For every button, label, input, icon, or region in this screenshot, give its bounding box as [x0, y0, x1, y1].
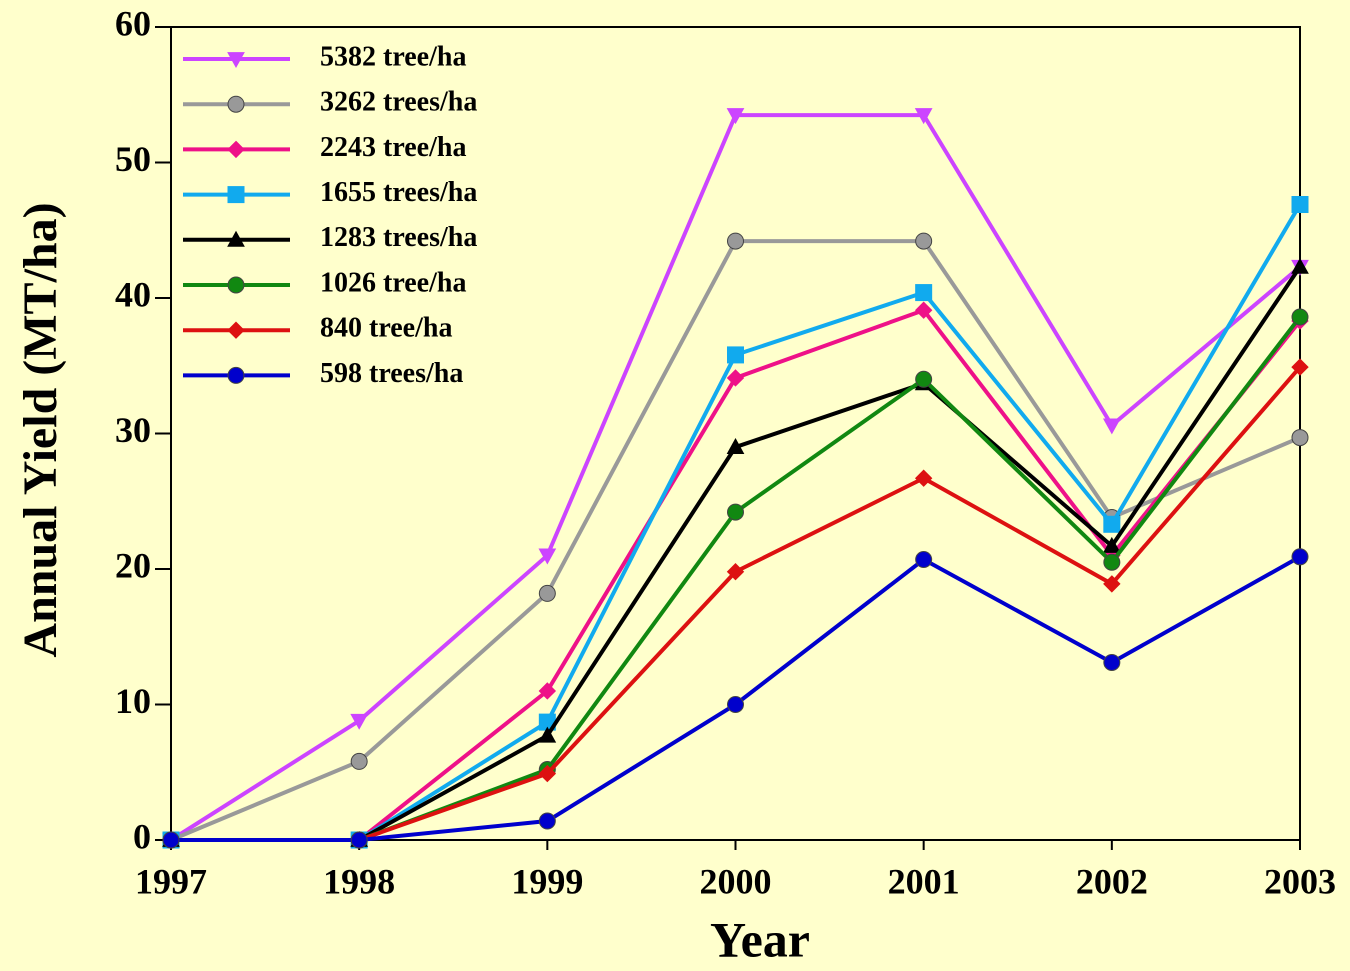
data-point [538, 812, 556, 830]
data-point [1291, 429, 1309, 447]
data-point [538, 584, 556, 602]
legend-label: 1283 trees/ha [320, 222, 477, 253]
data-point [727, 696, 744, 713]
legend-label: 598 trees/ha [320, 358, 463, 389]
data-point [162, 831, 180, 849]
data-point [915, 232, 933, 250]
y-tick-label: 40 [115, 274, 151, 314]
data-point [538, 764, 557, 783]
data-point [1291, 358, 1309, 376]
y-tick-label: 20 [115, 545, 151, 585]
x-tick-label: 1998 [323, 861, 395, 901]
data-point [727, 232, 744, 250]
data-point [726, 108, 745, 125]
legend-marker [227, 140, 245, 159]
data-point [915, 551, 933, 569]
x-tick-label: 2000 [700, 861, 772, 901]
data-point [1103, 515, 1121, 533]
x-tick-label: 1999 [511, 861, 583, 901]
data-point [1103, 653, 1121, 671]
data-point [1291, 548, 1309, 566]
data-point [350, 752, 368, 770]
legend-marker [227, 366, 245, 384]
data-point [1291, 257, 1309, 274]
data-point [915, 370, 933, 388]
data-point [1103, 553, 1121, 571]
data-point [1102, 536, 1121, 553]
data-point [914, 469, 933, 487]
y-tick-label: 50 [115, 139, 151, 179]
legend-marker [227, 276, 245, 294]
data-point [538, 548, 557, 565]
data-point [538, 682, 557, 700]
data-point [1102, 418, 1121, 435]
legend-marker [227, 186, 245, 204]
data-point [726, 369, 745, 387]
x-tick-label: 2003 [1264, 861, 1336, 901]
y-tick-label: 30 [115, 410, 151, 450]
x-tick-label: 1997 [135, 861, 207, 901]
legend-marker [227, 230, 245, 247]
data-point [1291, 196, 1309, 214]
x-tick-label: 2001 [888, 861, 960, 901]
y-tick-label: 60 [115, 3, 151, 43]
y-axis-label: Annual Yield (MT/ha) [14, 202, 67, 657]
data-point [1103, 575, 1121, 593]
legend-marker [227, 321, 245, 339]
data-point [350, 713, 369, 730]
legend-label: 1026 tree/ha [320, 267, 466, 298]
y-tick-label: 10 [115, 681, 151, 721]
data-point [727, 503, 744, 521]
legend-label: 5382 tree/ha [320, 41, 466, 72]
x-tick-label: 2002 [1076, 861, 1148, 901]
series-line [171, 203, 1302, 842]
data-point [726, 563, 745, 581]
data-point [1291, 308, 1309, 326]
legend-label: 840 tree/ha [320, 313, 452, 344]
data-point [914, 108, 933, 125]
data-point [726, 438, 745, 454]
data-point [538, 726, 557, 743]
legend-marker [227, 52, 245, 69]
legend-label: 1655 trees/ha [320, 177, 477, 208]
data-point [727, 346, 744, 364]
legend-label: 2243 tree/ha [320, 132, 466, 163]
x-axis-label: Year [710, 911, 810, 967]
legend-label: 3262 trees/ha [320, 87, 477, 118]
data-point [914, 301, 933, 319]
y-tick-label: 0 [133, 816, 151, 856]
data-point [915, 284, 933, 302]
legend-marker [227, 95, 245, 113]
data-point [350, 831, 368, 849]
